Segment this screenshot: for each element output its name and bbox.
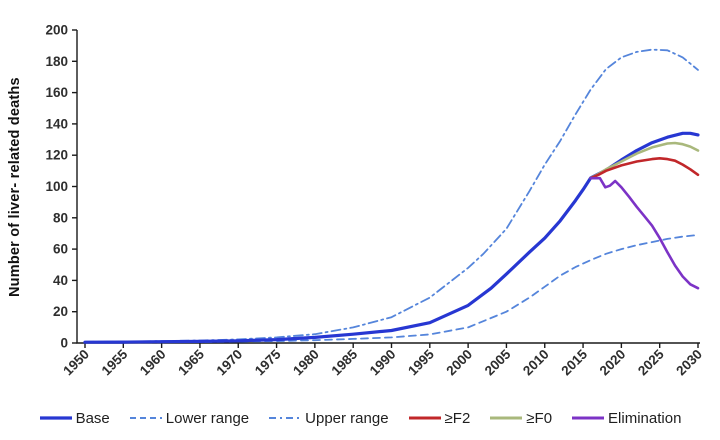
legend-swatch-elimination bbox=[572, 416, 605, 420]
y-tick-label: 120 bbox=[45, 148, 68, 163]
y-tick-label: 60 bbox=[53, 242, 68, 257]
legend-label-base: Base bbox=[75, 409, 110, 427]
x-tick-label: 2015 bbox=[558, 346, 590, 378]
legend-item-lower-range: Lower range bbox=[129, 410, 249, 427]
series-line-base bbox=[83, 131, 700, 344]
x-tick-label: 1975 bbox=[252, 346, 284, 378]
legend-label-elimination: Elimination bbox=[608, 409, 682, 427]
x-tick-label: 1990 bbox=[367, 347, 399, 379]
x-tick-label: 1965 bbox=[175, 346, 207, 378]
legend-label-f2: ≥F2 bbox=[444, 409, 471, 427]
legend-item-upper-range: Upper range bbox=[268, 409, 389, 427]
x-tick-label: 1970 bbox=[214, 347, 246, 379]
legend-label-f0: ≥F0 bbox=[526, 409, 553, 427]
series-line-lower-range bbox=[84, 234, 699, 344]
y-tick-label: 80 bbox=[53, 210, 68, 225]
x-tick-label: 2000 bbox=[443, 347, 475, 379]
series-line-elimination bbox=[589, 176, 700, 290]
legend-label-lower-range: Lower range bbox=[165, 409, 250, 427]
x-tick-label: 2005 bbox=[482, 346, 514, 378]
legend-swatch-f2 bbox=[408, 416, 441, 420]
x-tick-label: 1995 bbox=[405, 346, 437, 378]
y-tick-label: 20 bbox=[53, 304, 68, 319]
x-tick-label: 2025 bbox=[635, 346, 667, 378]
y-tick-label: 140 bbox=[45, 116, 68, 131]
y-tick-label: 200 bbox=[45, 23, 68, 38]
y-tick-label: 160 bbox=[45, 85, 68, 100]
legend-item-elimination: Elimination bbox=[571, 410, 681, 427]
x-tick-label: 2030 bbox=[673, 347, 705, 379]
series-line-f2 bbox=[589, 157, 700, 180]
legend-swatch-f0 bbox=[490, 416, 523, 420]
x-tick-label: 2020 bbox=[597, 347, 629, 379]
legend-label-upper-range: Upper range bbox=[305, 409, 389, 427]
legend-swatch-base bbox=[39, 416, 72, 420]
x-tick-label: 1985 bbox=[328, 346, 360, 378]
legend-swatch-lower-range bbox=[129, 417, 162, 419]
x-tick-label: 2010 bbox=[520, 347, 552, 379]
x-tick-label: 1980 bbox=[290, 347, 322, 379]
y-tick-label: 100 bbox=[45, 179, 68, 194]
x-tick-label: 1950 bbox=[60, 347, 92, 379]
y-tick-label: 0 bbox=[60, 336, 68, 351]
legend-item-f0: ≥F0 bbox=[489, 410, 552, 427]
y-tick-label: 180 bbox=[45, 54, 68, 69]
x-tick-label: 1955 bbox=[99, 346, 131, 378]
legend: Base Lower range Upper range ≥F2 ≥F0 Eliminat… bbox=[0, 403, 720, 433]
legend-item-f2: ≥F2 bbox=[408, 409, 471, 427]
y-tick-label: 40 bbox=[53, 273, 68, 288]
legend-swatch-upper-range bbox=[269, 417, 302, 419]
x-tick-label: 1960 bbox=[137, 347, 169, 379]
series-line-upper-range bbox=[84, 48, 699, 343]
legend-item-base: Base bbox=[39, 410, 110, 427]
